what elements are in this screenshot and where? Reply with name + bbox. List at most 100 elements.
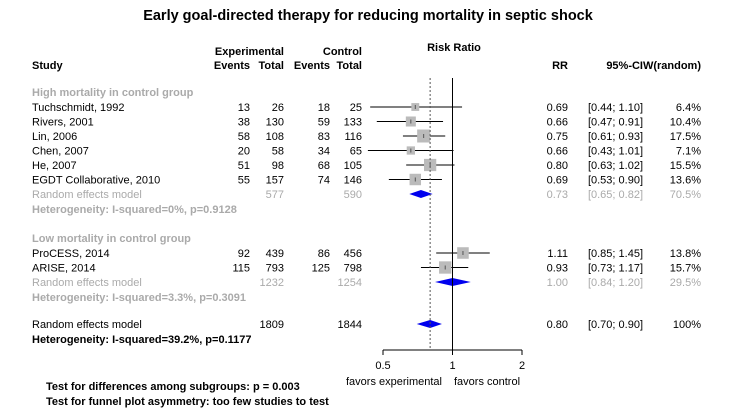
study-name: Lin, 2006	[32, 131, 77, 143]
ctrl-events: 59	[318, 117, 330, 129]
summary-label: Random effects model	[32, 277, 142, 289]
overall-ctrl-total: 1844	[338, 319, 362, 331]
ctrl-total: 25	[350, 102, 362, 114]
favors-control-label: favors control	[454, 376, 520, 388]
weight-value: 13.8%	[670, 248, 701, 260]
exp-total: 439	[266, 248, 284, 260]
ci-value: [0.85; 1.45]	[588, 248, 643, 260]
chart-title: Early goal-directed therapy for reducing…	[143, 8, 594, 24]
summary-ci: [0.65; 0.82]	[588, 189, 643, 201]
rr-value: 0.93	[547, 263, 568, 275]
funnel-asymmetry-test: Test for funnel plot asymmetry: too few …	[46, 396, 329, 408]
favors-experimental-label: favors experimental	[346, 376, 442, 388]
overall-heterogeneity: Heterogeneity: I-squared=39.2%, p=0.1177	[32, 334, 252, 346]
summary-diamond	[409, 190, 433, 198]
summary-exp-total: 1232	[260, 277, 284, 289]
header-ctrl-events: Events	[294, 60, 330, 72]
study-name: ProCESS, 2014	[32, 248, 110, 260]
overall-weight: 100%	[673, 319, 701, 331]
exp-events: 115	[232, 263, 250, 275]
exp-total: 157	[266, 175, 284, 187]
ctrl-total: 116	[344, 131, 362, 143]
rr-value: 0.80	[547, 160, 568, 172]
summary-ci: [0.84; 1.20]	[588, 277, 643, 289]
weight-value: 10.4%	[670, 117, 701, 129]
weight-value: 15.5%	[670, 160, 701, 172]
ctrl-total: 146	[344, 175, 362, 187]
rr-value: 1.11	[547, 248, 568, 260]
ctrl-total: 65	[350, 146, 362, 158]
rr-value: 0.69	[547, 102, 568, 114]
ctrl-events: 68	[318, 160, 330, 172]
exp-events: 58	[238, 131, 250, 143]
ctrl-events: 18	[318, 102, 330, 114]
overall-diamond	[416, 320, 442, 328]
ctrl-events: 125	[312, 263, 330, 275]
ctrl-events: 34	[318, 146, 330, 158]
summary-rr: 1.00	[547, 277, 568, 289]
ctrl-events: 74	[318, 175, 330, 187]
study-name: EGDT Collaborative, 2010	[32, 175, 160, 187]
ci-value: [0.63; 1.02]	[588, 160, 643, 172]
subgroup-heterogeneity: Heterogeneity: I-squared=3.3%, p=0.3091	[32, 292, 246, 304]
ci-value: [0.53; 0.90]	[588, 175, 643, 187]
exp-events: 20	[238, 146, 250, 158]
exp-events: 51	[238, 160, 250, 172]
header-exp-events: Events	[214, 60, 250, 72]
ctrl-total: 133	[344, 117, 362, 129]
ctrl-total: 456	[344, 248, 362, 260]
ctrl-events: 86	[318, 248, 330, 260]
rr-value: 0.66	[547, 117, 568, 129]
exp-events: 38	[238, 117, 250, 129]
study-name: Tuchschmidt, 1992	[32, 102, 125, 114]
ci-value: [0.44; 1.10]	[588, 102, 643, 114]
overall-label: Random effects model	[32, 319, 142, 331]
study-name: Chen, 2007	[32, 146, 89, 158]
overall-exp-total: 1809	[260, 319, 284, 331]
exp-events: 92	[238, 248, 250, 260]
summary-weight: 70.5%	[670, 189, 701, 201]
study-name: Rivers, 2001	[32, 117, 94, 129]
overall-ci: [0.70; 0.90]	[588, 319, 643, 331]
weight-value: 6.4%	[676, 102, 701, 114]
summary-ctrl-total: 1254	[338, 277, 362, 289]
weight-value: 13.6%	[670, 175, 701, 187]
header-exp-total: Total	[259, 60, 284, 72]
exp-total: 108	[266, 131, 284, 143]
exp-total: 793	[266, 263, 284, 275]
weight-value: 7.1%	[676, 146, 701, 158]
header-risk-ratio: Risk Ratio	[427, 42, 481, 54]
ci-value: [0.47; 0.91]	[588, 117, 643, 129]
subgroup-difference-test: Test for differences among subgroups: p …	[46, 381, 300, 393]
header-study: Study	[32, 60, 63, 72]
summary-label: Random effects model	[32, 189, 142, 201]
rr-value: 0.75	[547, 131, 568, 143]
ctrl-total: 105	[344, 160, 362, 172]
header-experimental: Experimental	[215, 46, 284, 58]
summary-rr: 0.73	[547, 189, 568, 201]
exp-events: 13	[238, 102, 250, 114]
exp-total: 58	[272, 146, 284, 158]
header-weight: W(random)	[643, 60, 701, 72]
ctrl-events: 83	[318, 131, 330, 143]
ci-value: [0.43; 1.01]	[588, 146, 643, 158]
exp-events: 55	[238, 175, 250, 187]
subgroup-heterogeneity: Heterogeneity: I-squared=0%, p=0.9128	[32, 204, 237, 216]
header-ctrl-total: Total	[337, 60, 362, 72]
x-tick-label: 2	[519, 360, 525, 372]
x-tick-label: 0.5	[375, 360, 390, 372]
study-name: He, 2007	[32, 160, 77, 172]
weight-value: 17.5%	[670, 131, 701, 143]
weight-value: 15.7%	[670, 263, 701, 275]
overall-rr: 0.80	[547, 319, 568, 331]
header-ci: 95%-CI	[606, 60, 643, 72]
summary-weight: 29.5%	[670, 277, 701, 289]
ctrl-total: 798	[344, 263, 362, 275]
rr-value: 0.69	[547, 175, 568, 187]
summary-exp-total: 577	[266, 189, 284, 201]
subgroup-heading: High mortality in control group	[32, 87, 194, 99]
header-rr: RR	[552, 60, 568, 72]
exp-total: 130	[266, 117, 284, 129]
ci-value: [0.61; 0.93]	[588, 131, 643, 143]
